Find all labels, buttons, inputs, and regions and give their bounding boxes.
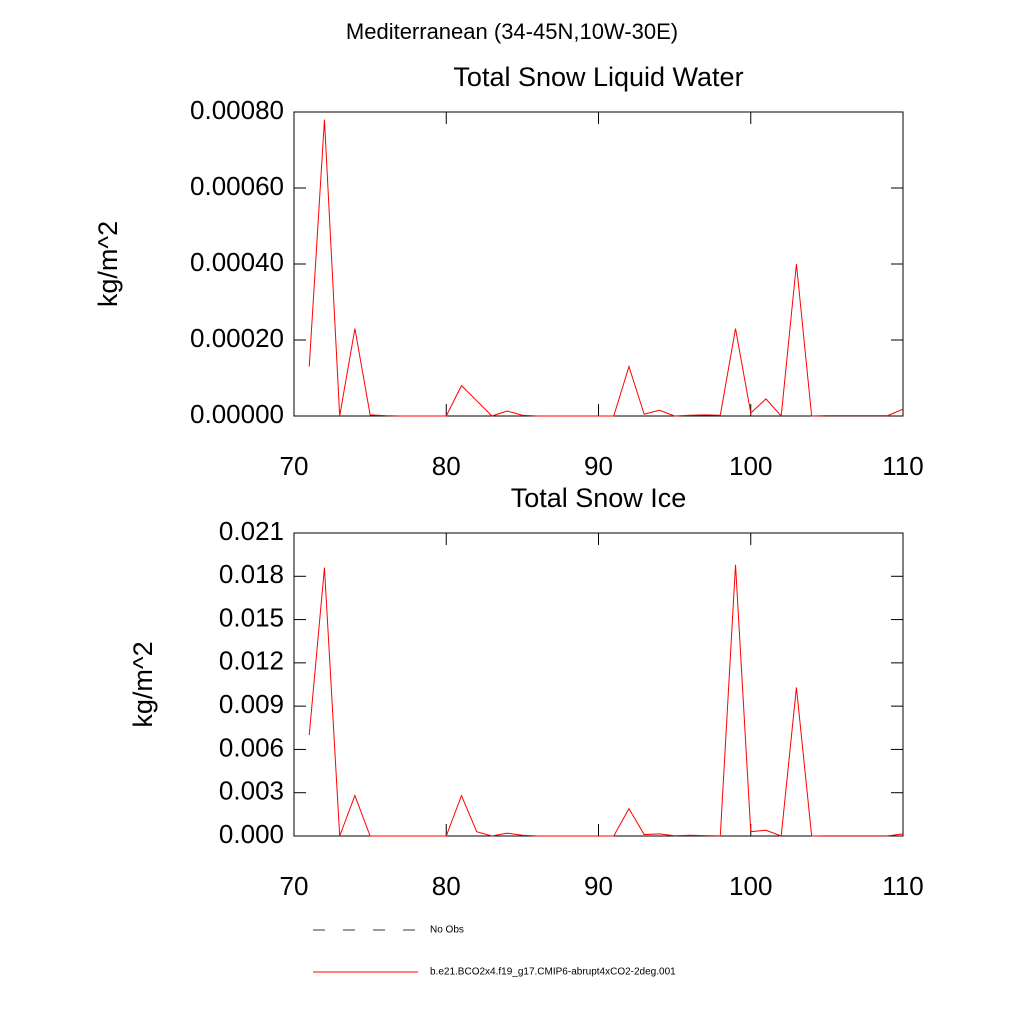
legend-label: No Obs <box>430 925 464 936</box>
x-tick-label: 80 <box>432 451 461 481</box>
y-tick-label: 0.021 <box>219 516 284 546</box>
y-tick-label: 0.012 <box>219 646 284 676</box>
data-line <box>308 564 904 837</box>
figure-title: Mediterranean (34-45N,10W-30E) <box>346 19 678 44</box>
y-tick-label: 0.00080 <box>190 95 284 125</box>
plot-frame <box>293 532 904 837</box>
x-tick-label: 110 <box>882 871 923 901</box>
y-tick-label: 0.00060 <box>190 171 284 201</box>
y-tick-label: 0.009 <box>219 689 284 719</box>
y-tick-label: 0.018 <box>219 559 284 589</box>
y-tick-label: 0.015 <box>219 602 284 632</box>
y-tick-label: 0.000 <box>219 819 284 849</box>
x-tick-label: 70 <box>280 451 309 481</box>
x-tick-label: 100 <box>729 451 772 481</box>
y-tick-label: 0.00000 <box>190 399 284 429</box>
x-tick-label: 80 <box>432 871 461 901</box>
plot-frame <box>293 111 904 417</box>
legend-label: b.e21.BCO2x4.f19_g17.CMIP6-abrupt4xCO2-2… <box>430 967 676 978</box>
y-tick-label: 0.00040 <box>190 247 284 277</box>
x-tick-label: 100 <box>729 871 772 901</box>
y-axis-label: kg/m^2 <box>128 641 158 727</box>
x-tick-label: 110 <box>882 451 923 481</box>
x-tick-label: 90 <box>584 871 613 901</box>
y-tick-label: 0.003 <box>219 776 284 806</box>
panel-title: Total Snow Liquid Water <box>453 62 743 92</box>
x-tick-label: 90 <box>584 451 613 481</box>
y-tick-label: 0.006 <box>219 732 284 762</box>
y-axis-label: kg/m^2 <box>93 221 123 307</box>
y-tick-label: 0.00020 <box>190 323 284 353</box>
x-tick-label: 70 <box>280 871 309 901</box>
data-line <box>308 119 904 418</box>
panel-title: Total Snow Ice <box>511 483 687 513</box>
